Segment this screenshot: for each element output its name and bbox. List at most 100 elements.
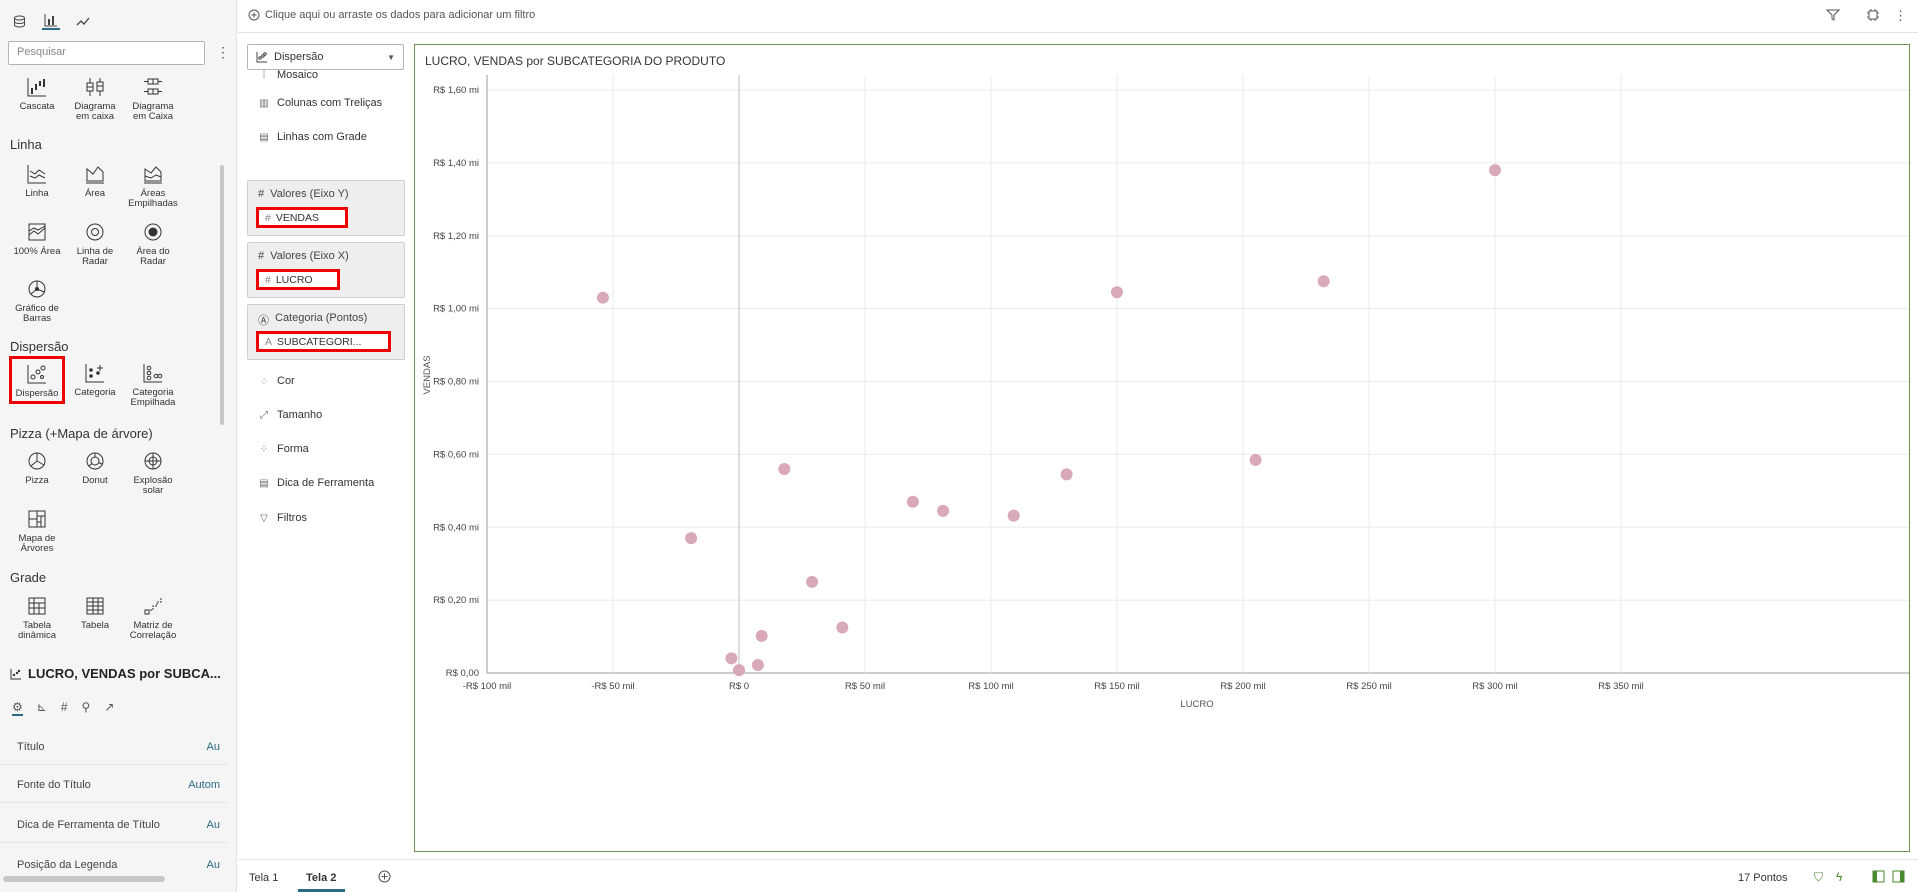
tab-tela-1[interactable]: Tela 1	[249, 872, 279, 884]
viz-label: Área	[84, 188, 106, 199]
prop-value[interactable]: Au	[206, 859, 220, 871]
pill-subcategoria[interactable]: A SUBCATEGORI...	[256, 331, 391, 352]
viz-categoria-empilhada[interactable]: Categoria Empilhada	[124, 362, 182, 408]
dropzone-category[interactable]: Ⓐ Categoria (Pontos) A SUBCATEGORI...	[247, 304, 405, 360]
viz-categoria[interactable]: Categoria	[66, 362, 124, 398]
grammar-mosaico[interactable]: ⁞ Mosaico	[258, 69, 318, 81]
add-filter-hint[interactable]: Clique aqui ou arraste os dados para adi…	[248, 9, 535, 21]
number-icon: #	[258, 188, 265, 200]
viz-mapa-de-arvores[interactable]: Mapa de Árvores	[8, 508, 66, 554]
grammar-tamanho[interactable]: ⤢ Tamanho	[258, 409, 322, 421]
viz-area-do-radar[interactable]: Área do Radar	[124, 221, 182, 267]
axis-icon[interactable]: ⊾	[36, 700, 47, 714]
settings-chip-icon[interactable]	[1866, 8, 1880, 25]
add-canvas-icon[interactable]	[378, 870, 391, 886]
viz-areas-empilhadas[interactable]: Áreas Empilhadas	[124, 163, 182, 209]
waterfall-icon	[27, 78, 46, 97]
shape-icon: ⁘	[259, 443, 269, 455]
more-menu-icon[interactable]: ⋮	[1894, 8, 1907, 23]
prop-value[interactable]: Autom	[188, 778, 220, 791]
right-panel-toggle-icon[interactable]	[1892, 870, 1905, 886]
color-palette-icon: ◌	[261, 375, 267, 387]
data-health-icon[interactable]: ⛉	[1814, 870, 1824, 884]
viz-100-area[interactable]: 100% Área	[8, 221, 66, 257]
tab-tela-2[interactable]: Tela 2	[298, 872, 346, 892]
line-chart-icon	[27, 165, 46, 184]
filter-bar[interactable]: Clique aqui ou arraste os dados para adi…	[238, 0, 1918, 33]
dropzone-x-values[interactable]: # Valores (Eixo X) # LUCRO	[247, 242, 405, 298]
grammar-cor[interactable]: ◌ Cor	[258, 375, 295, 387]
viz-label: Matriz de Correlação	[129, 620, 177, 641]
values-icon[interactable]: #	[60, 700, 68, 714]
section-dispersao: Dispersão	[10, 339, 69, 354]
viz-pizza[interactable]: Pizza	[8, 450, 66, 486]
prop-fonte-titulo[interactable]: Fonte do Título Autom	[0, 767, 228, 803]
viz-label: Cascata	[19, 101, 55, 112]
viz-label: Categoria	[74, 387, 116, 398]
dropzone-y-values[interactable]: # Valores (Eixo Y) # VENDAS	[247, 180, 405, 236]
x-tick-label: -R$ 50 mil	[591, 681, 634, 692]
viz-linha-de-radar[interactable]: Linha de Radar	[66, 221, 124, 267]
viz-label: Donut	[82, 475, 108, 486]
pill-lucro[interactable]: # LUCRO	[256, 269, 340, 290]
viz-type-dropdown[interactable]: Dispersão ▼	[247, 44, 404, 70]
x-tick-label: R$ 0	[729, 681, 749, 692]
viz-diagrama-em-caixa[interactable]: Diagrama em caixa	[66, 76, 124, 122]
analytics-icon[interactable]	[74, 12, 92, 30]
viz-tabela[interactable]: Tabela	[66, 595, 124, 631]
dropzone-label: # Valores (Eixo X)	[258, 250, 349, 262]
area-chart-icon	[86, 166, 104, 184]
viz-grafico-de-barras[interactable]: Gráfico de Barras	[8, 278, 66, 324]
left-panel-toggle-icon[interactable]	[1872, 870, 1885, 886]
viz-diagrama-em-caixa-horizontal[interactable]: Diagrama em Caixa	[124, 76, 182, 122]
palette-scrollbar[interactable]	[220, 165, 224, 425]
viz-explosao-solar[interactable]: Explosão solar	[124, 450, 182, 496]
viz-cascata[interactable]: Cascata	[8, 76, 66, 112]
viz-dispersao[interactable]: Dispersão	[9, 356, 65, 404]
size-icon: ⤢	[260, 409, 268, 421]
general-settings-icon[interactable]: ⚙	[12, 700, 23, 716]
grammar-filtros[interactable]: ▽ Filtros	[258, 512, 307, 524]
canvas-tabs-bar: Tela 1 Tela 2 17 Pontos ⛉ ϟ	[238, 859, 1918, 892]
section-grade: Grade	[10, 570, 47, 585]
filter-options-icon[interactable]	[1825, 8, 1841, 25]
y-tick-label: R$ 1,20 mi	[433, 231, 479, 242]
scatter-point	[1007, 509, 1020, 522]
grammar-dica[interactable]: ▤ Dica de Ferramenta	[258, 477, 374, 489]
auto-apply-icon[interactable]: ϟ	[1836, 870, 1843, 884]
visualization-canvas[interactable]: LUCRO, VENDAS por SUBCATEGORIA DO PRODUT…	[414, 44, 1910, 852]
viz-matriz-de-correlacao[interactable]: Matriz de Correlação	[124, 595, 182, 641]
viz-tabela-dinamica[interactable]: Tabela dinâmica	[8, 595, 66, 641]
grammar-forma[interactable]: ⁘ Forma	[258, 443, 309, 455]
viz-area[interactable]: Área	[66, 163, 124, 199]
filter-icon: ▽	[260, 512, 268, 524]
grammar-label: Cor	[277, 375, 295, 387]
data-icon[interactable]	[10, 12, 28, 30]
prop-value[interactable]: Au	[206, 818, 220, 831]
y-tick-label: R$ 0,80 mi	[433, 377, 479, 388]
prop-posicao-legenda[interactable]: Posição da Legenda Au	[0, 847, 228, 883]
pill-vendas[interactable]: # VENDAS	[256, 207, 348, 228]
filter-icon[interactable]: ⚲	[81, 700, 91, 714]
viz-label: Pizza	[25, 475, 49, 486]
properties-scrollbar[interactable]	[3, 876, 165, 882]
visualizations-tab-icon[interactable]	[42, 12, 60, 30]
analytics-small-icon[interactable]: ↗	[104, 700, 115, 714]
grammar-linhas[interactable]: ▤ Linhas com Grade	[258, 131, 367, 143]
prop-value[interactable]: Au	[206, 740, 220, 753]
scatter-chart[interactable]: R$ 0,00 R$ 0,20 mi R$ 0,40 mi R$ 0,60 mi R$ …	[415, 45, 1909, 851]
grammar-label: Tamanho	[277, 409, 323, 421]
visualization-palette: Pesquisar ⋮ Cascata Diagrama em caixa Di…	[0, 0, 237, 892]
more-options-icon[interactable]: ⋮	[216, 44, 230, 60]
viz-linha[interactable]: Linha	[8, 163, 66, 199]
prop-titulo[interactable]: Título Au	[0, 729, 228, 765]
scatter-point	[1060, 468, 1073, 481]
grammar-colunas[interactable]: ▥ Colunas com Treliças	[258, 97, 382, 109]
prop-dica-titulo[interactable]: Dica de Ferramenta de Título Au	[0, 807, 228, 843]
viz-donut[interactable]: Donut	[66, 450, 124, 486]
table-icon	[86, 597, 104, 615]
properties-title: LUCRO, VENDAS por SUBCA...	[10, 666, 221, 681]
category-scatter-icon	[85, 364, 104, 383]
x-tick-label: R$ 50 mil	[845, 681, 885, 692]
search-input[interactable]: Pesquisar	[8, 41, 205, 65]
